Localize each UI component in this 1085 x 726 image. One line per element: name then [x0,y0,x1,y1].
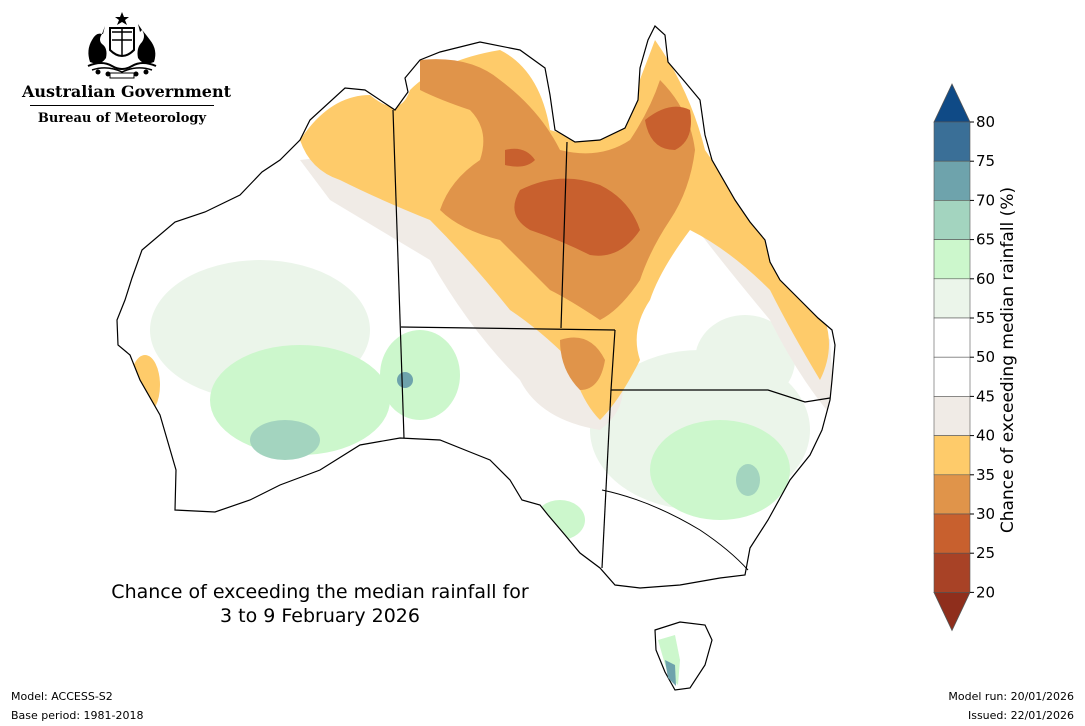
state-border-nt-sa [400,326,616,331]
colorbar-bin-75-80 [933,121,971,162]
model-run-date: Model run: 20/01/2026 [948,690,1074,703]
colorbar-tick-label: 35 [976,466,995,484]
base-period: Base period: 1981-2018 [11,709,144,722]
map-title: Chance of exceeding the median rainfall … [60,580,580,628]
region-60-65 [210,345,390,455]
coastline [116,25,836,589]
region-60-65 [535,500,585,540]
state-border-sa-nsw-vic [601,389,612,569]
colorbar-bin-40-45 [933,396,971,436]
colorbar-arrow-bottom [933,592,971,632]
colorbar-tick-label: 55 [976,309,995,327]
colorbar-bin-30-35 [933,474,971,515]
state-border-nt-qld [560,141,568,329]
region-65-70 [397,372,413,388]
state-border-wa [392,109,405,439]
colorbar-bin-60-65 [933,239,971,280]
region-55-60 [695,315,795,405]
region-40-45 [300,158,623,430]
colorbar-arrow-top [933,83,971,123]
region-25-30 [645,106,691,150]
state-border-nsw-vic [601,489,749,571]
government-name: Australian Government [22,82,231,101]
colorbar-tick-label: 60 [976,270,995,288]
colorbar-tick-label: 25 [976,544,995,562]
colorbar-tick-label: 75 [976,152,995,170]
region-30-35 [560,337,605,390]
region-60-65 [650,420,790,520]
region-65-70 [250,420,320,460]
colorbar-tick-label: 30 [976,505,995,523]
colorbar-tick-label: 20 [976,583,995,601]
colorbar-bin-65-70 [933,200,971,240]
colorbar-bin-25-30 [933,513,971,554]
colorbar-bin-20-25 [933,552,971,593]
region-65-70 [736,464,760,496]
logo-divider [30,105,214,106]
region-25-30 [514,178,640,256]
colorbar-tick-label: 45 [976,387,995,405]
colorbar-tick-label: 40 [976,427,995,445]
colorbar-bin-55-60 [933,278,971,319]
agency-name: Bureau of Meteorology [37,111,207,126]
region-60-65 [380,330,460,420]
colorbar-tick-label: 65 [976,231,995,249]
colorbar-bin-35-40 [933,435,971,476]
coat-of-arms-icon [87,12,157,79]
issued-date: Issued: 22/01/2026 [967,709,1074,722]
map-title-line1: Chance of exceeding the median rainfall … [111,581,529,603]
colorbar-label: Chance of exceeding median rainfall (%) [998,186,1018,534]
colorbar-bin-70-75 [933,160,971,201]
colorbar-bin-45-50 [933,356,971,397]
colorbar-tick-label: 80 [976,113,995,131]
colorbar-bin-50-55 [933,317,971,358]
rainfall-outlook-map [116,25,836,691]
bom-logo: Australian Government Bureau of Meteorol… [22,10,231,126]
tasmania [654,621,713,691]
colorbar: 80 75 70 65 60 55 50 45 40 35 30 25 20 [933,83,995,632]
model-name: Model: ACCESS-S2 [11,690,113,703]
region-25-30 [505,148,535,167]
colorbar-tick-label: 50 [976,348,995,366]
colorbar-tick-label: 70 [976,191,995,209]
state-border-sa-qld [610,329,831,403]
australia-mainland [116,25,836,589]
region-25-30 [410,31,440,46]
map-title-line2: 3 to 9 February 2026 [220,605,420,627]
